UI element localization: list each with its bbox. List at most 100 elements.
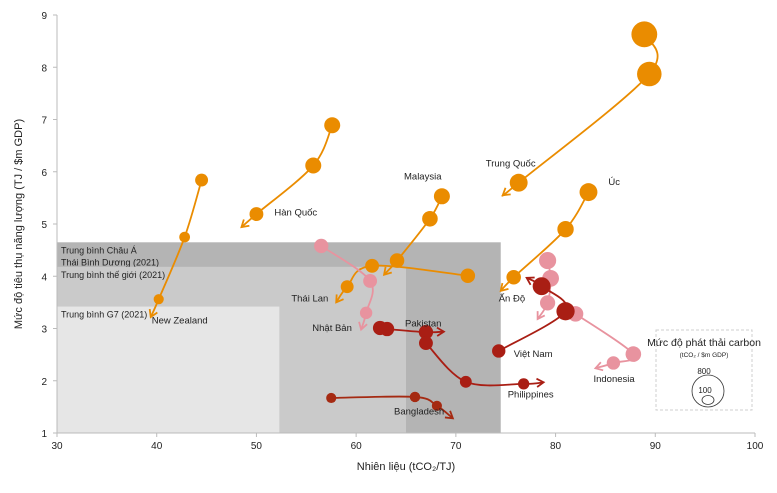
series-philippines: Philippines [419, 336, 554, 400]
data-bubble [579, 183, 598, 202]
y-tick-label: 2 [41, 377, 47, 388]
series-new-zealand: New Zealand [148, 173, 209, 326]
x-tick-label: 100 [747, 441, 764, 452]
trajectory-line [320, 245, 374, 330]
x-axis-label: Nhiên liệu (tCO₂/TJ) [357, 461, 455, 473]
series-hàn-quốc: Hàn Quốc [240, 117, 341, 229]
series-ấn-độ: Ấn Độ [499, 251, 559, 321]
benchmark-label: Trung bình thế giới (2021) [61, 270, 165, 280]
y-tick-label: 4 [41, 272, 47, 283]
arrow-head [148, 308, 158, 319]
series-label: Việt Nam [514, 349, 553, 360]
series-label: Hàn Quốc [274, 208, 317, 219]
arrow-head [444, 410, 455, 420]
data-bubble [419, 336, 433, 351]
data-bubble [179, 231, 191, 243]
size-legend-label-100: 100 [698, 386, 712, 395]
series-label: Bangladesh [394, 407, 444, 418]
data-bubble [606, 356, 621, 370]
y-tick-label: 8 [41, 63, 47, 74]
size-legend: Mức độ phát thải carbon (tCO₂ / $m GDP) … [647, 329, 761, 411]
series-thái-lan: Thái Lan [291, 258, 476, 304]
arrow-head [240, 219, 250, 229]
data-bubble [637, 61, 662, 87]
y-tick-label: 9 [41, 11, 47, 22]
y-tick-label: 5 [41, 220, 47, 231]
series-label: Úc [608, 177, 620, 188]
series-nhật-bản: Nhật Bản [312, 238, 378, 334]
trajectory-line [331, 395, 454, 420]
series-label: New Zealand [152, 315, 208, 326]
data-bubble [389, 253, 405, 268]
series-malaysia: Malaysia [382, 172, 450, 276]
data-bubble [195, 173, 209, 187]
arrow-head [335, 294, 344, 304]
series-pakistan: Pakistan [372, 318, 446, 340]
data-bubble [492, 344, 506, 358]
arrow-head [499, 282, 509, 293]
y-tick-label: 6 [41, 168, 47, 179]
data-bubble [625, 346, 642, 362]
axes: 30 40 50 60 70 80 90 100 1 2 3 4 5 6 7 8 9 [41, 11, 763, 452]
series-label: Indonesia [593, 374, 635, 385]
data-bubble [340, 280, 354, 294]
series-layer: Trung Quốc Úc Hàn Quốc Malaysia Thái Lan New … [148, 21, 662, 420]
benchmark-label: Thái Bình Dương (2021) [61, 257, 159, 267]
data-bubble [518, 378, 530, 390]
data-bubble [433, 188, 450, 205]
series-úc: Úc [499, 177, 620, 293]
data-bubble [532, 277, 551, 296]
series-label: Thái Lan [291, 293, 328, 304]
data-bubble [506, 270, 521, 285]
data-bubble [324, 117, 341, 134]
series-việt-nam: Việt Nam [492, 276, 575, 360]
arrow-head [382, 266, 393, 276]
series-label: Malaysia [404, 172, 442, 183]
data-bubble [359, 306, 373, 320]
series-trung-quốc: Trung Quốc [486, 21, 662, 197]
trajectory-line [335, 264, 468, 303]
y-tick-label: 7 [41, 116, 47, 127]
x-tick-label: 60 [351, 441, 363, 452]
size-legend-box [655, 329, 753, 411]
data-bubble [249, 207, 264, 222]
data-bubble [459, 375, 472, 388]
benchmark-label: Trung bình Châu Á [61, 245, 137, 255]
size-legend-title: Mức độ phát thải carbon [647, 337, 761, 349]
trajectory-line [383, 195, 443, 276]
data-bubble [363, 274, 378, 288]
size-legend-unit: (tCO₂ / $m GDP) [680, 352, 729, 359]
data-bubble [509, 173, 528, 192]
x-tick-label: 30 [51, 441, 63, 452]
series-label: Ấn Độ [499, 293, 525, 304]
data-bubble [314, 238, 329, 254]
benchmark-label: Trung bình G7 (2021) [61, 310, 147, 320]
x-tick-label: 50 [251, 441, 263, 452]
y-tick-label: 3 [41, 325, 47, 336]
arrow-head [525, 276, 535, 286]
series-label: Trung Quốc [486, 159, 536, 170]
y-tick-label: 1 [41, 429, 47, 440]
trajectory-line [425, 342, 544, 387]
data-bubble [379, 321, 395, 337]
arrow-head [536, 377, 546, 388]
trajectory-line [149, 179, 203, 318]
arrow-head [536, 311, 546, 321]
y-axis-label: Mức độ tiêu thụ năng lượng (TJ / $m GDP) [13, 119, 25, 329]
arrow-head [501, 187, 511, 197]
series-label: Nhật Bản [312, 323, 352, 334]
data-bubble [631, 21, 658, 48]
trajectory-line [575, 313, 636, 370]
trajectory-line [240, 124, 334, 228]
series-bangladesh: Bangladesh [326, 391, 455, 420]
size-legend-label-800: 800 [697, 367, 711, 376]
arrow-head [593, 361, 604, 372]
x-tick-label: 40 [151, 441, 163, 452]
data-bubble [556, 302, 575, 321]
data-bubble [305, 157, 322, 174]
trajectory-line [498, 277, 568, 352]
data-bubble [409, 391, 421, 403]
data-bubble [418, 325, 434, 340]
benchmark-band [57, 306, 280, 433]
